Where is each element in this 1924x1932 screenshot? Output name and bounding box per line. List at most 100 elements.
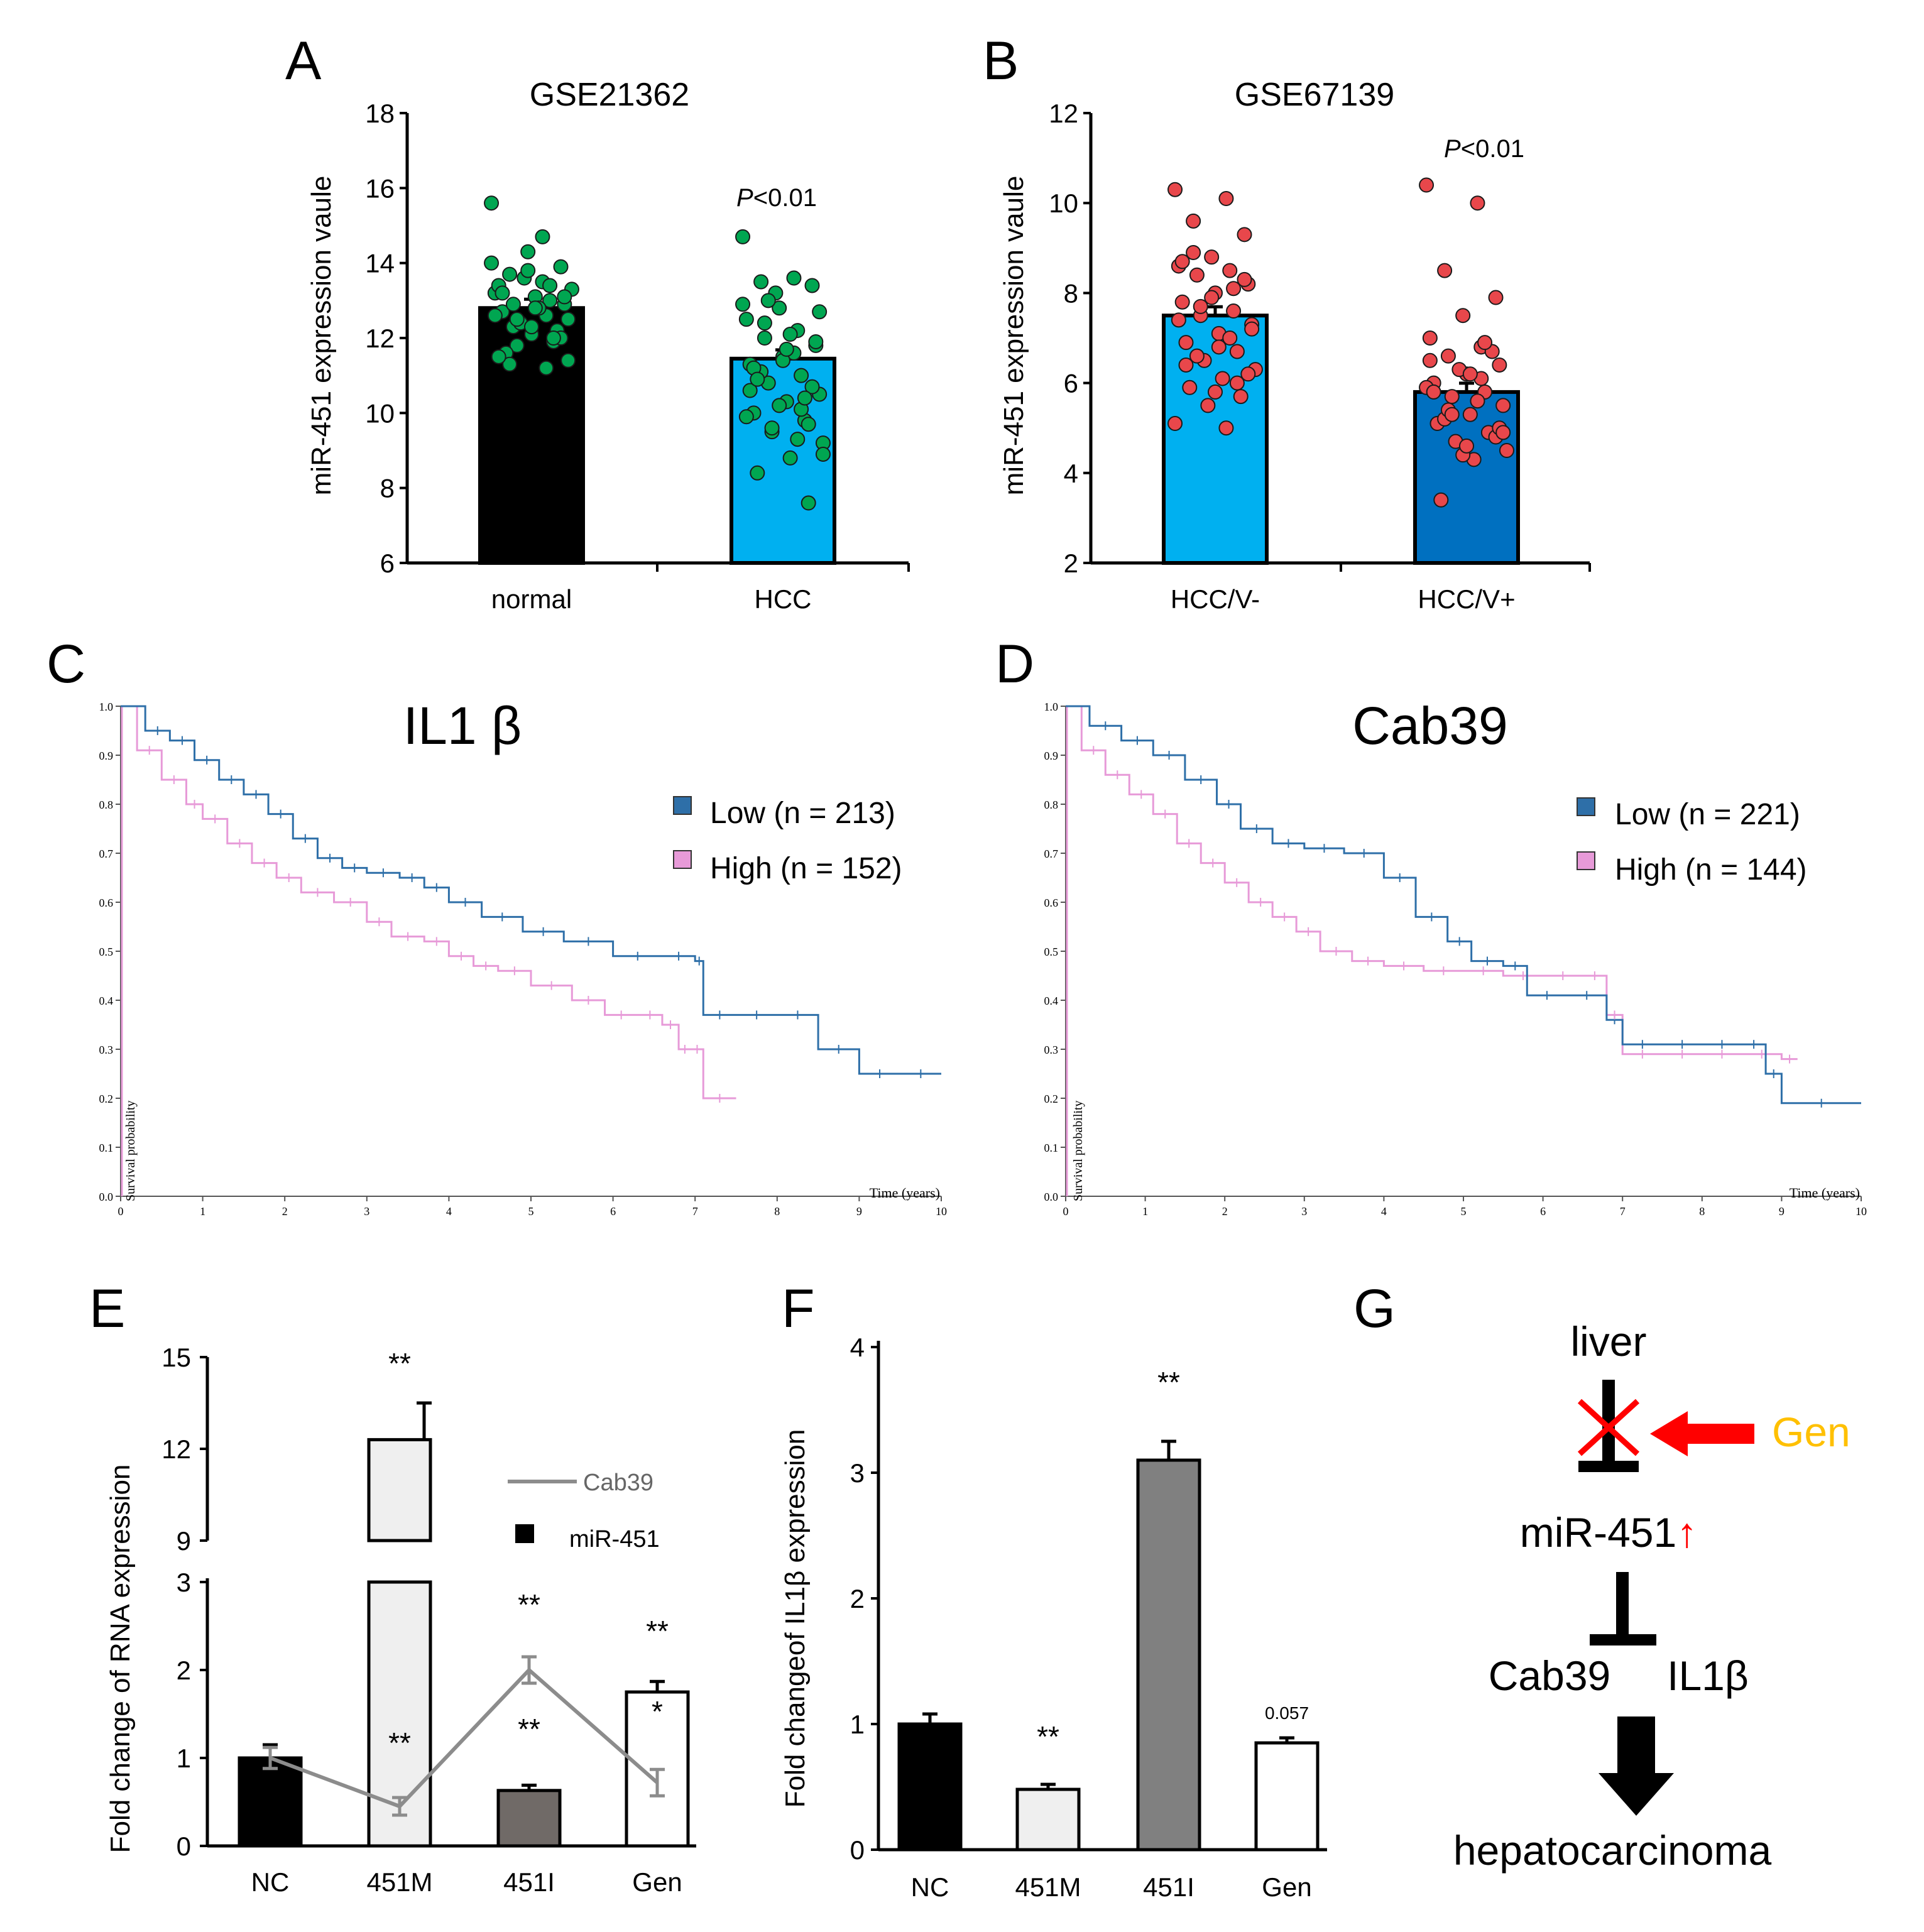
panel-a-data-point xyxy=(560,312,576,327)
panel-d-legend-low: Low (n = 221) xyxy=(1615,798,1800,831)
panel-d-ylabel: Survival probability xyxy=(1071,1100,1085,1201)
panel-label-c: C xyxy=(46,634,85,694)
panel-b-data-point xyxy=(1444,407,1460,422)
panel-a-ytick-label: 18 xyxy=(365,99,395,128)
panel-b-pvalue-p: P xyxy=(1444,135,1461,163)
panel-e-xtick-label: 451M xyxy=(366,1867,432,1897)
panel-a-data-point xyxy=(545,330,561,346)
panel-d-ytick-label: 0.7 xyxy=(1044,848,1059,860)
panel-b-data-point xyxy=(1211,339,1227,355)
panel-b-data-point xyxy=(1200,398,1216,413)
panel-c-curve-high xyxy=(121,705,736,1100)
panel-a-data-point xyxy=(505,297,521,312)
panel-label-d: D xyxy=(995,634,1034,694)
panel-c-xtick-label: 2 xyxy=(282,1205,288,1218)
panel-d-xtick-label: 10 xyxy=(1856,1205,1867,1218)
panel-label-f: F xyxy=(782,1279,815,1339)
panel-c-legend-high: High (n = 152) xyxy=(710,852,902,885)
panel-a-pvalue-p: P xyxy=(736,184,753,212)
panel-a-data-point xyxy=(738,409,754,425)
panel-a-data-point xyxy=(487,308,503,324)
panel-a-data-point xyxy=(782,327,798,342)
panel-b-pvalue-text: <0.01 xyxy=(1461,135,1524,163)
panel-d-ytick-label: 0.2 xyxy=(1044,1093,1059,1105)
panel-b-xtick-hcc-v-minus: HCC/V- xyxy=(1171,584,1260,614)
panel-b-data-point xyxy=(1477,335,1493,351)
panel-f-xtick-label: Gen xyxy=(1262,1872,1311,1902)
panel-a-data-point xyxy=(542,278,558,293)
panel-e-ytick-label: 9 xyxy=(177,1526,191,1556)
panel-e-bar-mir451 xyxy=(238,1756,303,1848)
panel-e-ytick-label: 15 xyxy=(161,1343,191,1372)
panel-f-xtick-label: 451I xyxy=(1143,1872,1194,1902)
panel-b-data-point xyxy=(1171,312,1186,328)
panel-f-bar xyxy=(1136,1458,1201,1852)
panel-d-ytick-label: 0.1 xyxy=(1044,1142,1059,1154)
panel-a-data-point xyxy=(735,229,751,244)
panel-d-legend-high-swatch xyxy=(1577,851,1595,870)
diagram-mir451-up-arrow: ↑ xyxy=(1676,1509,1697,1556)
panel-b-data-point xyxy=(1488,290,1504,305)
panel-b-data-point xyxy=(1422,330,1438,346)
panel-b-xtick-hcc-v-plus: HCC/V+ xyxy=(1418,584,1515,614)
panel-b-ylabel: miR-451 expression vaule xyxy=(998,176,1029,496)
panel-a-data-point xyxy=(502,266,518,282)
panel-d-km-plot: Cab39 0.0 0.1 0.2 0.3 0.4 0.5 0.6 0.7 0.8 0.9 1.0 0… xyxy=(1044,696,1867,1218)
panel-a-data-point xyxy=(484,255,500,271)
panel-a-data-point xyxy=(757,315,772,331)
panel-a-ytick-label: 14 xyxy=(365,249,395,278)
panel-e-ylabel: Fold change of RNA expression xyxy=(105,1465,136,1853)
panel-d-ytick-label: 0.3 xyxy=(1044,1044,1059,1056)
panel-b-data-point xyxy=(1218,191,1234,207)
panel-a-data-point xyxy=(797,390,812,406)
panel-b-data-point xyxy=(1189,267,1205,283)
panel-a-data-point xyxy=(535,229,550,244)
panel-b-data-point xyxy=(1492,357,1507,373)
panel-f-bar xyxy=(1015,1787,1081,1852)
panel-a-data-point xyxy=(772,398,787,413)
panel-e-legend-cab39: Cab39 xyxy=(583,1470,653,1496)
panel-b-data-point xyxy=(1233,389,1249,405)
panel-d-ytick-label: 0.8 xyxy=(1044,799,1059,811)
panel-d-xtick-label: 4 xyxy=(1381,1205,1387,1218)
panel-c-xtick-label: 3 xyxy=(364,1205,369,1218)
panel-b-data-point xyxy=(1167,182,1183,197)
panel-b-data-point xyxy=(1495,425,1511,440)
panel-b-data-point xyxy=(1237,227,1252,243)
panel-b-ytick-label: 10 xyxy=(1049,188,1078,218)
panel-b-data-point xyxy=(1495,398,1511,413)
panel-a-data-point xyxy=(557,289,572,305)
panel-b-data-point xyxy=(1237,271,1252,287)
panel-e-significance-line: ** xyxy=(518,1713,540,1745)
panel-b-data-point xyxy=(1499,443,1514,458)
panel-label-e: E xyxy=(89,1279,125,1339)
panel-a-xtick-hcc: HCC xyxy=(755,584,812,614)
panel-label-g: G xyxy=(1353,1279,1396,1339)
panel-a-data-point xyxy=(808,334,824,349)
panel-c-xtick-label: 8 xyxy=(774,1205,780,1218)
panel-e-significance-bar: ** xyxy=(518,1588,540,1621)
panel-a-ytick-label: 10 xyxy=(365,398,395,428)
panel-b-chart: GSE67139 miR-451 expression vaule 2 4 6 8 10… xyxy=(998,77,1591,614)
panel-a-chart: GSE21362 miR-451 expression vaule 6 8 10 12… xyxy=(306,77,910,614)
panel-c-xtick-label: 10 xyxy=(936,1205,947,1218)
panel-b-data-point xyxy=(1215,371,1230,386)
panel-d-xtick-label: 3 xyxy=(1301,1205,1307,1218)
panel-a-data-point xyxy=(760,293,776,308)
panel-a-data-point xyxy=(527,300,543,316)
panel-b-data-point xyxy=(1226,281,1242,297)
panel-d-xtick-label: 5 xyxy=(1461,1205,1467,1218)
panel-a-data-point xyxy=(764,420,780,436)
panel-a-data-point xyxy=(538,360,554,376)
panel-c-xtick-label: 4 xyxy=(446,1205,452,1218)
panel-a-data-point xyxy=(757,330,772,346)
panel-b-data-point xyxy=(1208,384,1223,400)
panel-e-ytick-label: 12 xyxy=(161,1434,191,1464)
panel-c-ytick-label: 0.5 xyxy=(99,946,114,958)
panel-d-curve-high xyxy=(1066,705,1798,1061)
panel-c-xtick-label: 0 xyxy=(118,1205,124,1218)
panel-a-data-point xyxy=(790,432,806,447)
panel-a-data-point xyxy=(801,417,816,432)
panel-e-xtick-label: 451I xyxy=(503,1867,555,1897)
panel-d-xtick-label: 6 xyxy=(1540,1205,1546,1218)
